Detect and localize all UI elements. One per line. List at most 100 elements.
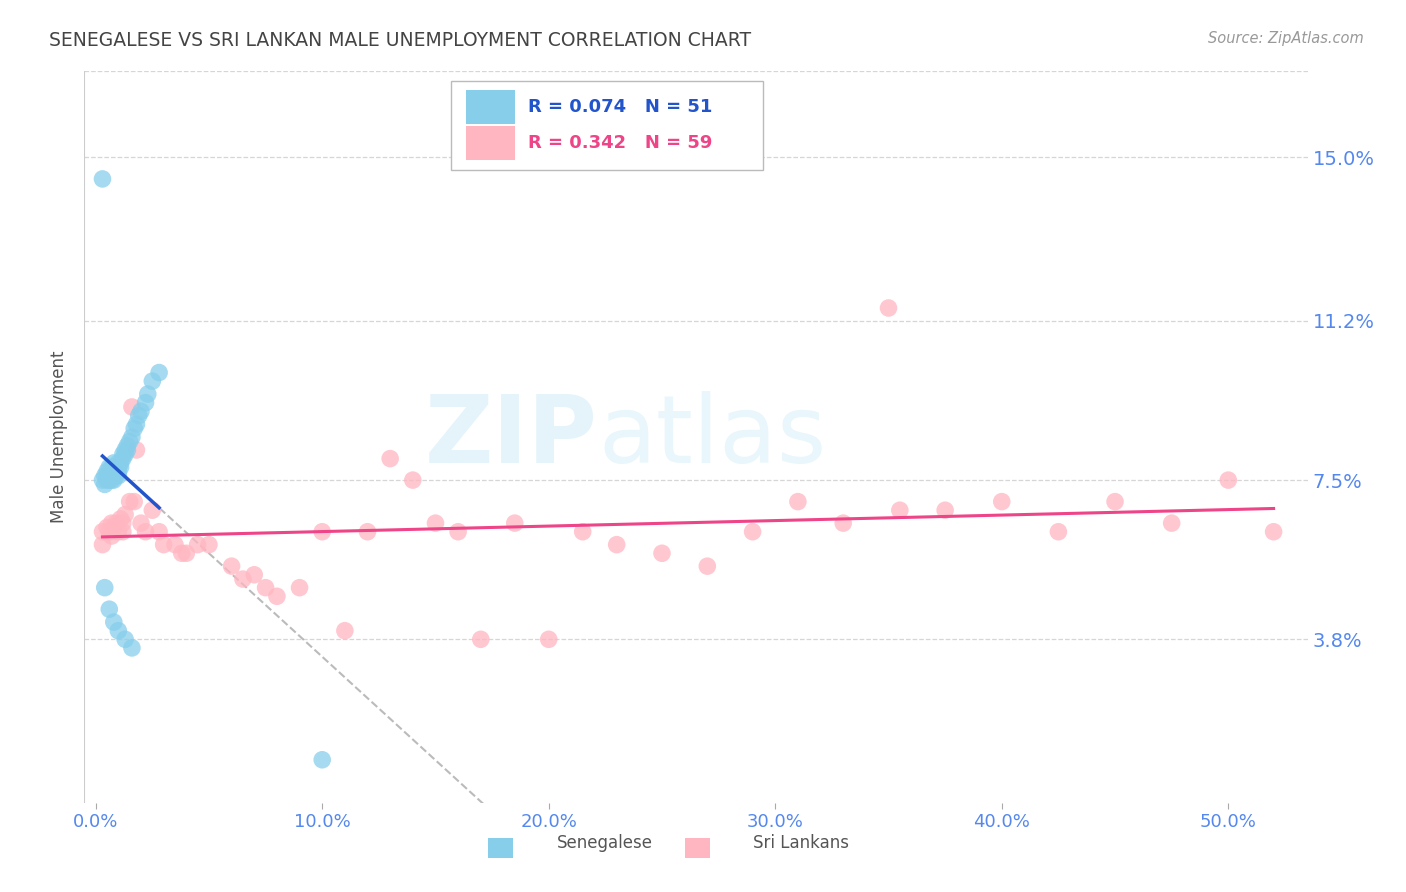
Point [121,430,143,444]
Point [98,473,121,487]
Point [232,572,254,586]
Point [98,460,121,475]
Text: Senegalese: Senegalese [557,834,652,852]
Point [98,468,121,483]
Point [107,624,129,638]
Point [311,753,333,767]
Point [100,465,122,479]
Point [141,503,163,517]
Point [148,524,170,539]
Point [889,503,911,517]
Point [96,520,118,534]
Point [696,559,718,574]
Point [991,494,1014,508]
Point [1263,524,1285,539]
Point [503,516,526,530]
Point [100,529,122,543]
Point [103,456,125,470]
Point [93,581,117,595]
Point [114,508,136,522]
Point [110,456,132,470]
Text: Sri Lankans: Sri Lankans [754,834,849,852]
Point [288,581,311,595]
FancyBboxPatch shape [465,90,515,124]
Point [100,460,122,475]
Point [832,516,855,530]
Point [111,447,134,461]
Point [103,615,125,629]
Point [122,494,145,508]
Point [117,439,139,453]
Y-axis label: Male Unemployment: Male Unemployment [51,351,69,524]
Point [100,473,122,487]
Point [1160,516,1182,530]
Text: R = 0.074   N = 51: R = 0.074 N = 51 [529,98,713,116]
Point [136,387,159,401]
Text: SENEGALESE VS SRI LANKAN MALE UNEMPLOYMENT CORRELATION CHART: SENEGALESE VS SRI LANKAN MALE UNEMPLOYME… [49,31,751,50]
Text: R = 0.342   N = 59: R = 0.342 N = 59 [529,134,713,152]
Point [333,624,356,638]
Point [114,632,136,647]
Point [470,632,492,647]
Point [110,460,132,475]
FancyBboxPatch shape [451,81,763,170]
Point [129,404,152,418]
Point [114,447,136,461]
Point [118,434,141,449]
Point [96,473,118,487]
Point [356,524,378,539]
Point [118,494,141,508]
Point [111,524,134,539]
Point [221,559,243,574]
Point [877,301,900,315]
Point [787,494,810,508]
Point [1218,473,1240,487]
Point [100,516,122,530]
Point [254,581,277,595]
Point [103,468,125,483]
Point [148,366,170,380]
Point [402,473,425,487]
Point [174,546,197,560]
Point [98,524,121,539]
Point [93,468,117,483]
Point [187,538,209,552]
Point [447,524,470,539]
Point [651,546,673,560]
Point [606,538,628,552]
Point [103,468,125,483]
Point [98,602,121,616]
Point [537,632,560,647]
Point [128,409,150,423]
Point [105,460,128,475]
Point [107,460,129,475]
Point [91,172,114,186]
Point [105,468,128,483]
Point [198,538,221,552]
Point [380,451,402,466]
Point [103,473,125,487]
Point [266,589,288,603]
Point [135,395,157,409]
Point [1104,494,1126,508]
Point [91,524,114,539]
Point [114,442,136,457]
Point [110,512,132,526]
Text: Source: ZipAtlas.com: Source: ZipAtlas.com [1208,31,1364,46]
Point [96,465,118,479]
Point [107,468,129,483]
Text: atlas: atlas [598,391,827,483]
Point [111,516,134,530]
Point [571,524,593,539]
Point [125,417,148,432]
Point [129,516,152,530]
Point [741,524,763,539]
Point [111,451,134,466]
Point [107,465,129,479]
Point [91,538,114,552]
Point [125,442,148,457]
Point [311,524,333,539]
Point [243,567,266,582]
Point [105,465,128,479]
Point [117,442,139,457]
